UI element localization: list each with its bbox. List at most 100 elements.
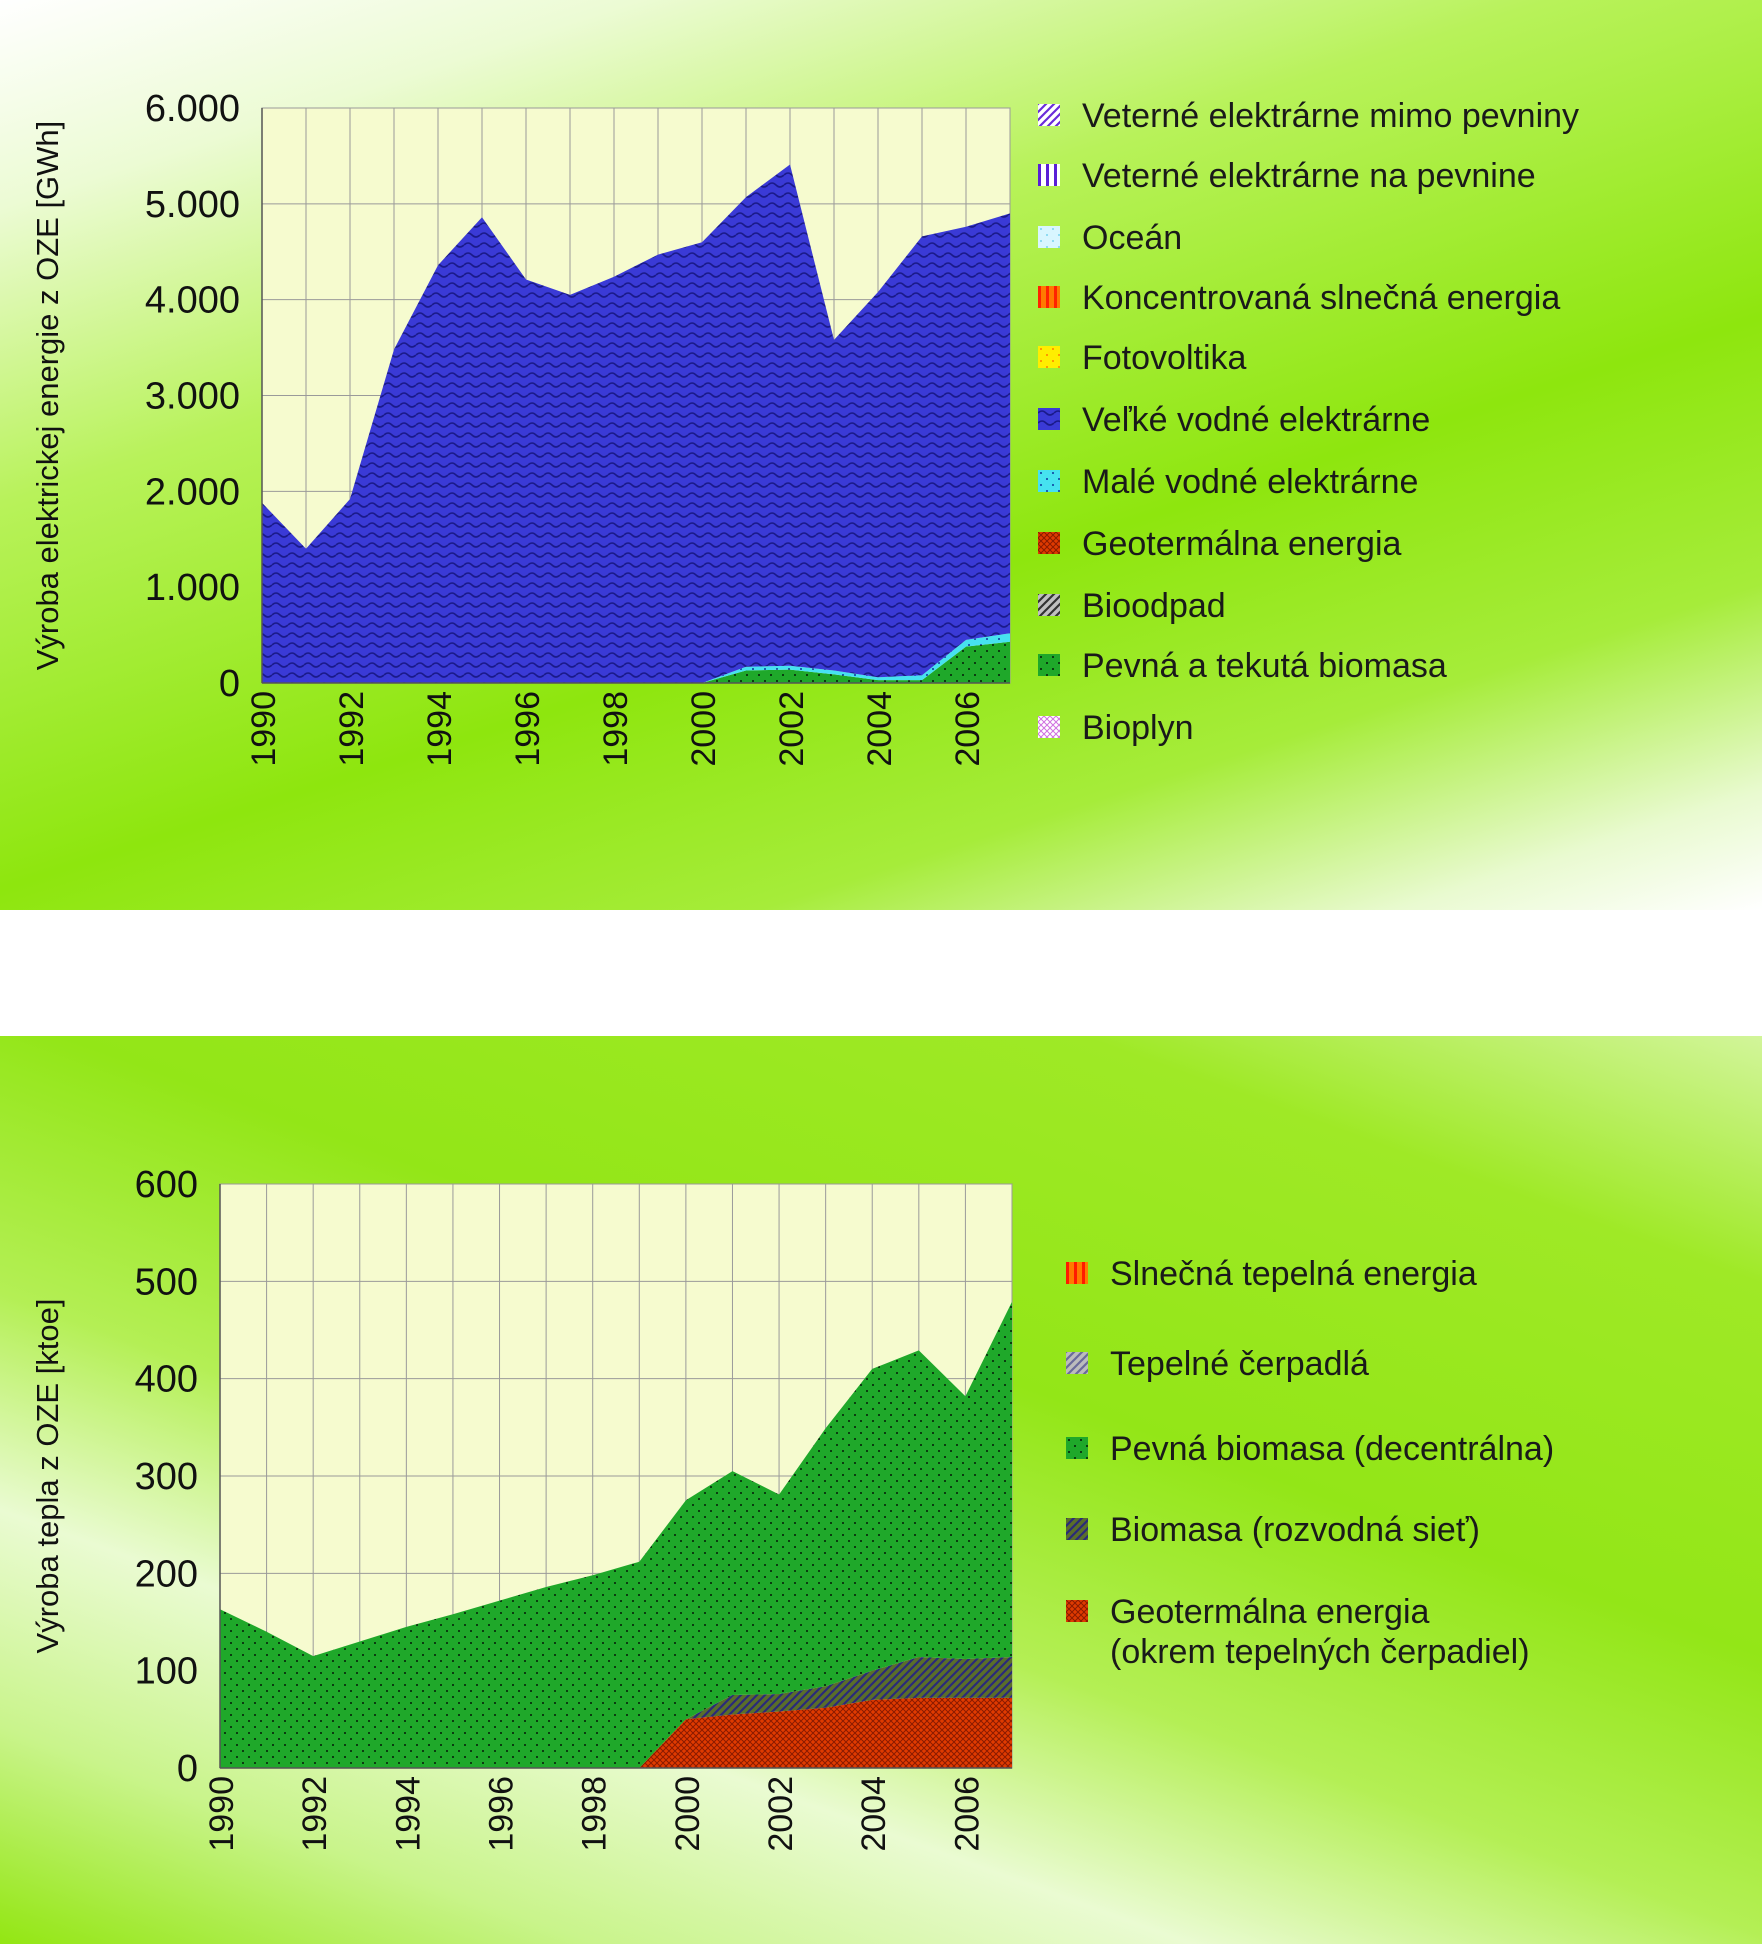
legend-label-line: Bioodpad — [1082, 587, 1226, 625]
legend-label: Veterné elektrárne na pevnine — [1082, 156, 1536, 196]
heat-legend: Slnečná tepelná energia Tepelné čerpadlá P… — [1066, 1254, 1726, 1694]
legend-swatch — [1038, 104, 1060, 126]
y-tick-label: 100 — [135, 1651, 198, 1693]
legend-label-line: Malé vodné elektrárne — [1082, 463, 1419, 501]
legend-item: Pevná a tekutá biomasa — [1038, 646, 1447, 686]
x-tick-label: 1996 — [509, 691, 547, 767]
legend-item: Tepelné čerpadlá — [1066, 1344, 1369, 1384]
legend-item: Veterné elektrárne na pevnine — [1038, 156, 1536, 196]
legend-label-line: Biomasa (rozvodná sieť) — [1110, 1511, 1480, 1549]
panel-separator — [0, 910, 1762, 1036]
y-tick-label: 0 — [219, 663, 240, 705]
x-tick-label: 1996 — [483, 1776, 521, 1852]
legend-label-line: Pevná a tekutá biomasa — [1082, 647, 1447, 685]
legend-label-line: Veterné elektrárne mimo pevniny — [1082, 97, 1580, 135]
y-tick-label: 2.000 — [145, 471, 240, 513]
legend-swatch — [1066, 1437, 1088, 1459]
legend-swatch — [1038, 286, 1060, 308]
legend-item: Slnečná tepelná energia — [1066, 1254, 1477, 1294]
legend-label: Oceán — [1082, 218, 1182, 258]
legend-label-line: Bioplyn — [1082, 709, 1194, 747]
legend-label-line: Tepelné čerpadlá — [1110, 1345, 1369, 1383]
y-tick-label: 300 — [135, 1456, 198, 1498]
legend-label-line: Pevná biomasa (decentrálna) — [1110, 1430, 1555, 1468]
legend-label: Pevná biomasa (decentrálna) — [1110, 1429, 1554, 1469]
x-tick-label: 2000 — [685, 691, 723, 767]
legend-item: Koncentrovaná slnečná energia — [1038, 278, 1560, 318]
legend-swatch — [1038, 594, 1060, 616]
x-tick-label: 2006 — [948, 1776, 986, 1852]
legend-label: Bioplyn — [1082, 708, 1194, 748]
x-tick-label: 1992 — [296, 1776, 334, 1852]
x-tick-label: 1998 — [576, 1776, 614, 1852]
legend-label: Geotermálna energia (okrem tepelných čerp… — [1110, 1592, 1530, 1672]
legend-label: Tepelné čerpadlá — [1110, 1344, 1369, 1384]
area-pevn-a-tekut-biomasa — [262, 641, 1010, 683]
legend-label: Malé vodné elektrárne — [1082, 462, 1418, 502]
y-tick-label: 500 — [135, 1261, 198, 1303]
y-tick-label: 400 — [135, 1359, 198, 1401]
x-tick-label: 2002 — [773, 691, 811, 767]
legend-label-line: Koncentrovaná slnečná energia — [1082, 279, 1561, 317]
legend-label-line: Geotermálna energia — [1110, 1593, 1430, 1631]
legend-item: Veterné elektrárne mimo pevniny — [1038, 96, 1579, 136]
legend-label: Slnečná tepelná energia — [1110, 1254, 1477, 1294]
y-axis-title: Výroba elektrickej energie z OZE [GWh] — [30, 121, 65, 671]
x-tick-label: 1994 — [389, 1776, 427, 1852]
x-tick-label: 1994 — [421, 691, 459, 767]
legend-swatch — [1038, 470, 1060, 492]
legend-swatch — [1038, 408, 1060, 430]
y-tick-label: 3.000 — [145, 376, 240, 418]
legend-swatch — [1038, 346, 1060, 368]
legend-swatch — [1066, 1600, 1088, 1622]
y-tick-label: 200 — [135, 1553, 198, 1595]
x-tick-label: 2000 — [669, 1776, 707, 1852]
legend-label: Bioodpad — [1082, 586, 1226, 626]
legend-label: Veterné elektrárne mimo pevniny — [1082, 96, 1579, 136]
legend-swatch — [1066, 1352, 1088, 1374]
legend-label-line: Slnečná tepelná energia — [1110, 1255, 1477, 1293]
x-tick-label: 2002 — [762, 1776, 800, 1852]
legend-item: Malé vodné elektrárne — [1038, 462, 1418, 502]
legend-label-line: Veľké vodné elektrárne — [1082, 401, 1431, 439]
legend-swatch — [1038, 654, 1060, 676]
area-geoterm-lna-energia-okrem-tepeln-ch-erpadiel- — [220, 1697, 1012, 1768]
legend-item: Bioodpad — [1038, 586, 1226, 626]
legend-swatch — [1038, 226, 1060, 248]
y-tick-label: 6.000 — [145, 88, 240, 130]
legend-label-line: Fotovoltika — [1082, 339, 1247, 377]
legend-item: Geotermálna energia — [1038, 524, 1401, 564]
legend-label: Koncentrovaná slnečná energia — [1082, 278, 1560, 318]
heat-area-chart: 0 100 200 300 400 500 600 1990 1992 1994 1996 1998 2… — [30, 1164, 1013, 1852]
x-tick-label: 1990 — [203, 1776, 241, 1852]
legend-swatch — [1066, 1262, 1088, 1284]
legend-item: Veľké vodné elektrárne — [1038, 400, 1430, 440]
area-biomasa-rozvodn-sie- — [220, 1657, 1012, 1768]
x-tick-label: 1992 — [333, 691, 371, 767]
area-ve-k-vodn-elektr-rne — [262, 164, 1010, 683]
x-tick-label: 2004 — [855, 1776, 893, 1852]
legend-label: Pevná a tekutá biomasa — [1082, 646, 1447, 686]
legend-label: Fotovoltika — [1082, 338, 1246, 378]
x-tick-label: 1990 — [245, 691, 283, 767]
legend-label-line: Oceán — [1082, 219, 1183, 257]
legend-swatch — [1066, 1518, 1088, 1540]
legend-swatch — [1038, 164, 1060, 186]
legend-item: Geotermálna energia (okrem tepelných čerp… — [1066, 1592, 1530, 1672]
legend-item: Pevná biomasa (decentrálna) — [1066, 1429, 1554, 1469]
legend-label-line: (okrem tepelných čerpadiel) — [1110, 1633, 1530, 1671]
electricity-area-chart: 0 1.000 2.000 3.000 4.000 5.000 6.000 1990 1992 1… — [30, 88, 1011, 767]
legend-item: Oceán — [1038, 218, 1182, 258]
x-tick-label: 1998 — [597, 691, 635, 767]
legend-swatch — [1038, 716, 1060, 738]
electricity-legend: Veterné elektrárne mimo pevniny Veterné e… — [1038, 96, 1738, 756]
area-mal-vodn-elektr-rne — [262, 633, 1010, 683]
x-tick-label: 2004 — [861, 691, 899, 767]
y-axis-title: Výroba tepla z OZE [ktoe] — [30, 1299, 65, 1654]
x-tick-label: 2006 — [949, 691, 987, 767]
legend-label: Biomasa (rozvodná sieť) — [1110, 1510, 1480, 1550]
legend-label-line: Geotermálna energia — [1082, 525, 1402, 563]
legend-item: Fotovoltika — [1038, 338, 1246, 378]
legend-swatch — [1038, 532, 1060, 554]
y-tick-label: 1.000 — [145, 567, 240, 609]
